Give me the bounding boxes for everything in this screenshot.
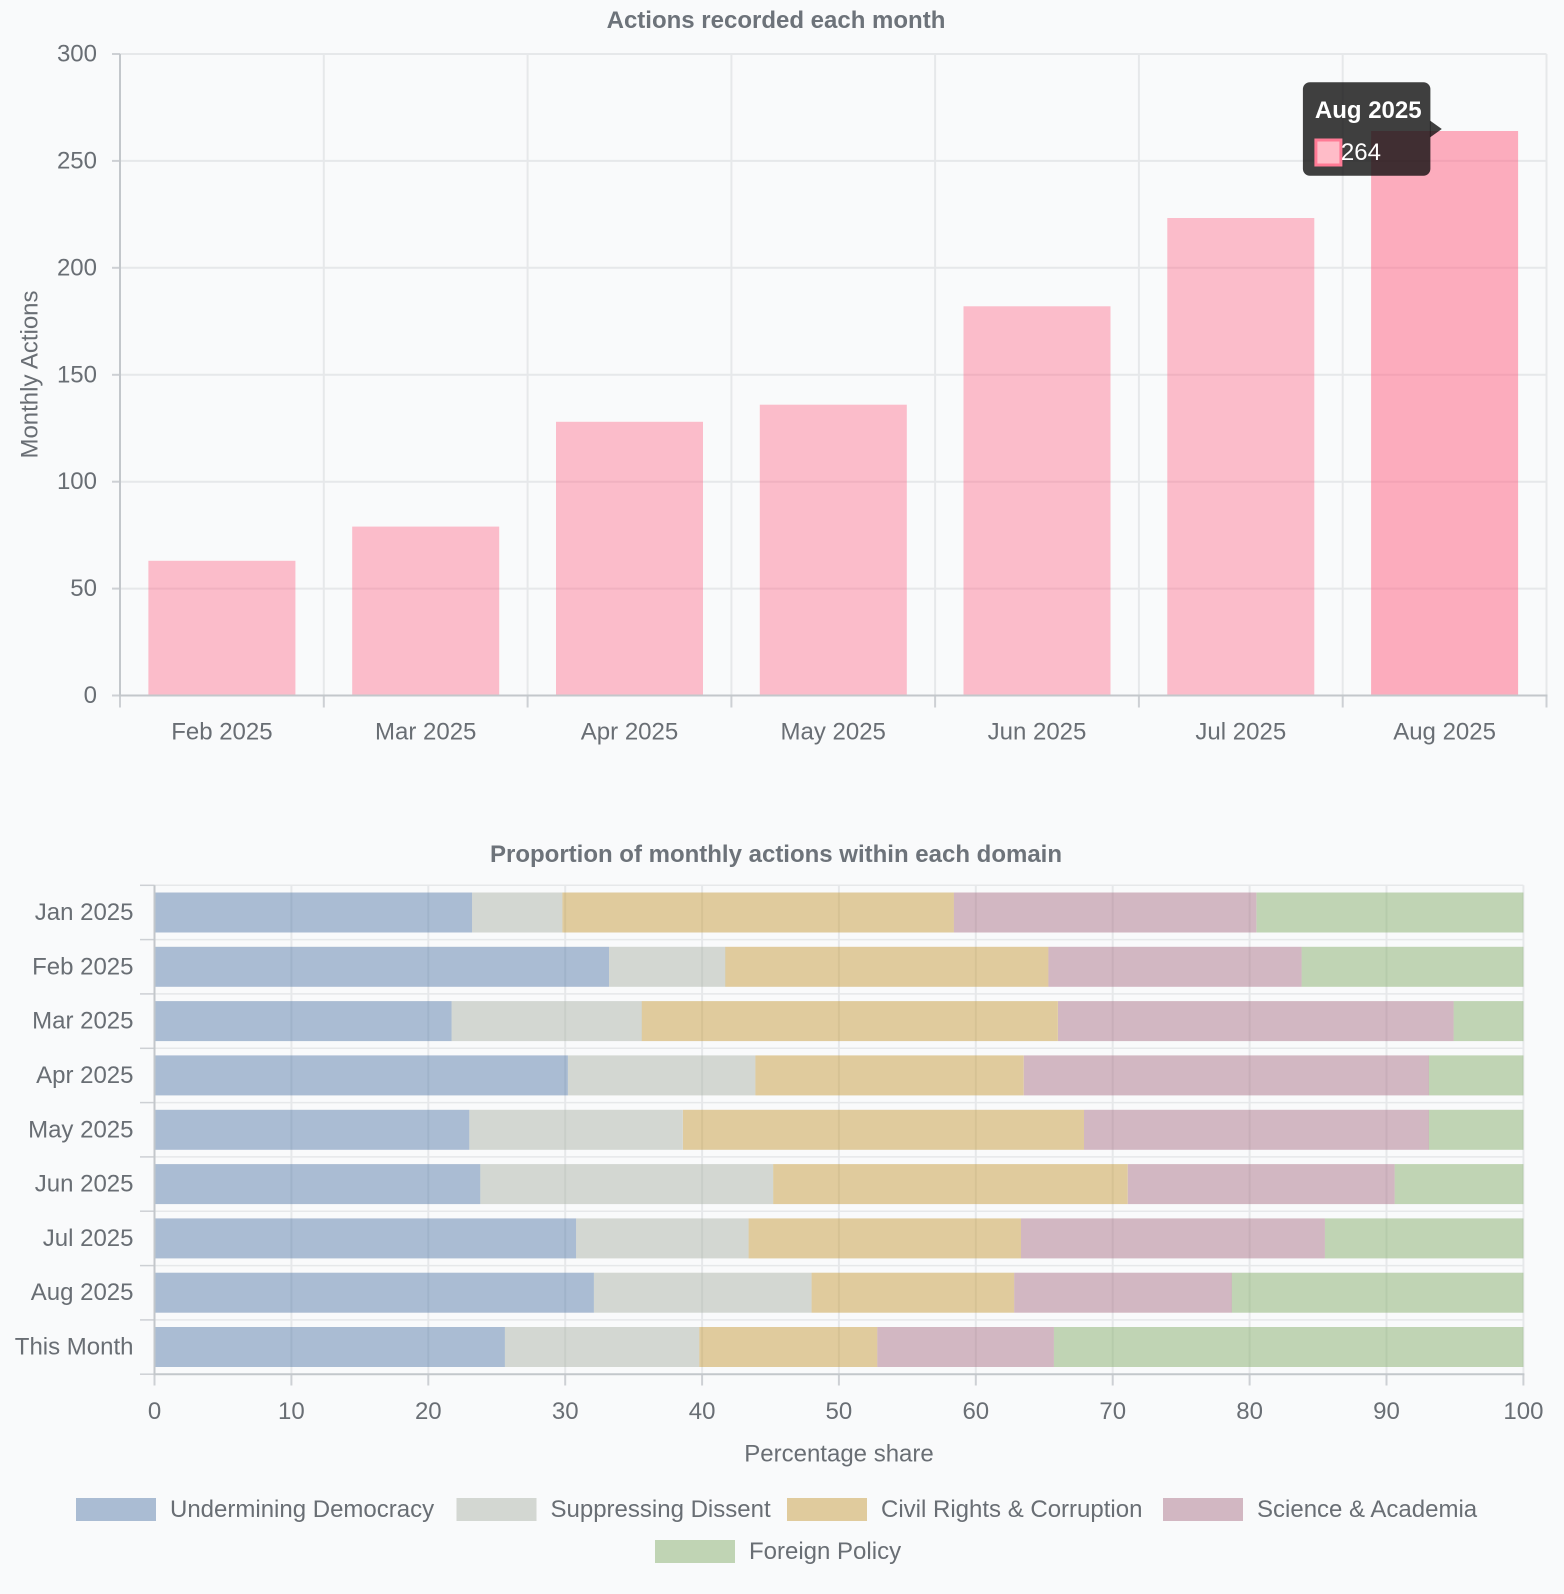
svg-text:90: 90 <box>1373 1398 1400 1425</box>
svg-text:50: 50 <box>70 575 97 602</box>
svg-text:Aug 2025: Aug 2025 <box>1315 97 1422 124</box>
svg-text:Undermining Democracy: Undermining Democracy <box>170 1496 434 1523</box>
svg-text:0: 0 <box>148 1398 161 1425</box>
svg-text:100: 100 <box>57 468 97 495</box>
svg-text:150: 150 <box>57 361 97 388</box>
svg-text:0: 0 <box>84 682 97 709</box>
svg-text:Proportion of monthly actions: Proportion of monthly actions within eac… <box>490 841 1062 868</box>
svg-text:Actions recorded each month: Actions recorded each month <box>607 7 946 34</box>
svg-text:Jul 2025: Jul 2025 <box>43 1225 134 1252</box>
svg-text:Jan 2025: Jan 2025 <box>35 899 134 926</box>
svg-text:May 2025: May 2025 <box>28 1116 133 1143</box>
svg-text:Science & Academia: Science & Academia <box>1257 1496 1478 1523</box>
svg-text:Jul 2025: Jul 2025 <box>1195 719 1286 746</box>
svg-text:This Month: This Month <box>15 1334 134 1361</box>
svg-text:Foreign Policy: Foreign Policy <box>749 1538 901 1565</box>
svg-text:70: 70 <box>1099 1398 1126 1425</box>
svg-text:80: 80 <box>1236 1398 1263 1425</box>
svg-text:264: 264 <box>1341 139 1381 166</box>
svg-text:100: 100 <box>1503 1398 1543 1425</box>
svg-text:Aug 2025: Aug 2025 <box>31 1279 134 1306</box>
svg-text:60: 60 <box>962 1398 989 1425</box>
svg-text:10: 10 <box>278 1398 305 1425</box>
svg-text:Suppressing Dissent: Suppressing Dissent <box>551 1496 771 1523</box>
svg-text:30: 30 <box>552 1398 579 1425</box>
svg-text:Civil Rights & Corruption: Civil Rights & Corruption <box>881 1496 1142 1523</box>
svg-text:Jun 2025: Jun 2025 <box>988 719 1087 746</box>
svg-text:Mar 2025: Mar 2025 <box>32 1008 133 1035</box>
svg-text:Apr 2025: Apr 2025 <box>581 719 678 746</box>
svg-text:Aug 2025: Aug 2025 <box>1393 719 1496 746</box>
svg-text:200: 200 <box>57 254 97 281</box>
svg-text:20: 20 <box>415 1398 442 1425</box>
svg-text:Jun 2025: Jun 2025 <box>35 1171 134 1198</box>
svg-text:Mar 2025: Mar 2025 <box>375 719 476 746</box>
svg-text:250: 250 <box>57 147 97 174</box>
svg-text:Feb 2025: Feb 2025 <box>32 953 133 980</box>
svg-text:Feb 2025: Feb 2025 <box>171 719 272 746</box>
svg-text:40: 40 <box>689 1398 716 1425</box>
svg-text:Percentage share: Percentage share <box>744 1441 933 1468</box>
svg-text:Monthly Actions: Monthly Actions <box>17 290 44 458</box>
svg-text:50: 50 <box>826 1398 853 1425</box>
svg-text:May 2025: May 2025 <box>780 719 885 746</box>
svg-text:Apr 2025: Apr 2025 <box>36 1062 133 1089</box>
svg-text:300: 300 <box>57 41 97 68</box>
